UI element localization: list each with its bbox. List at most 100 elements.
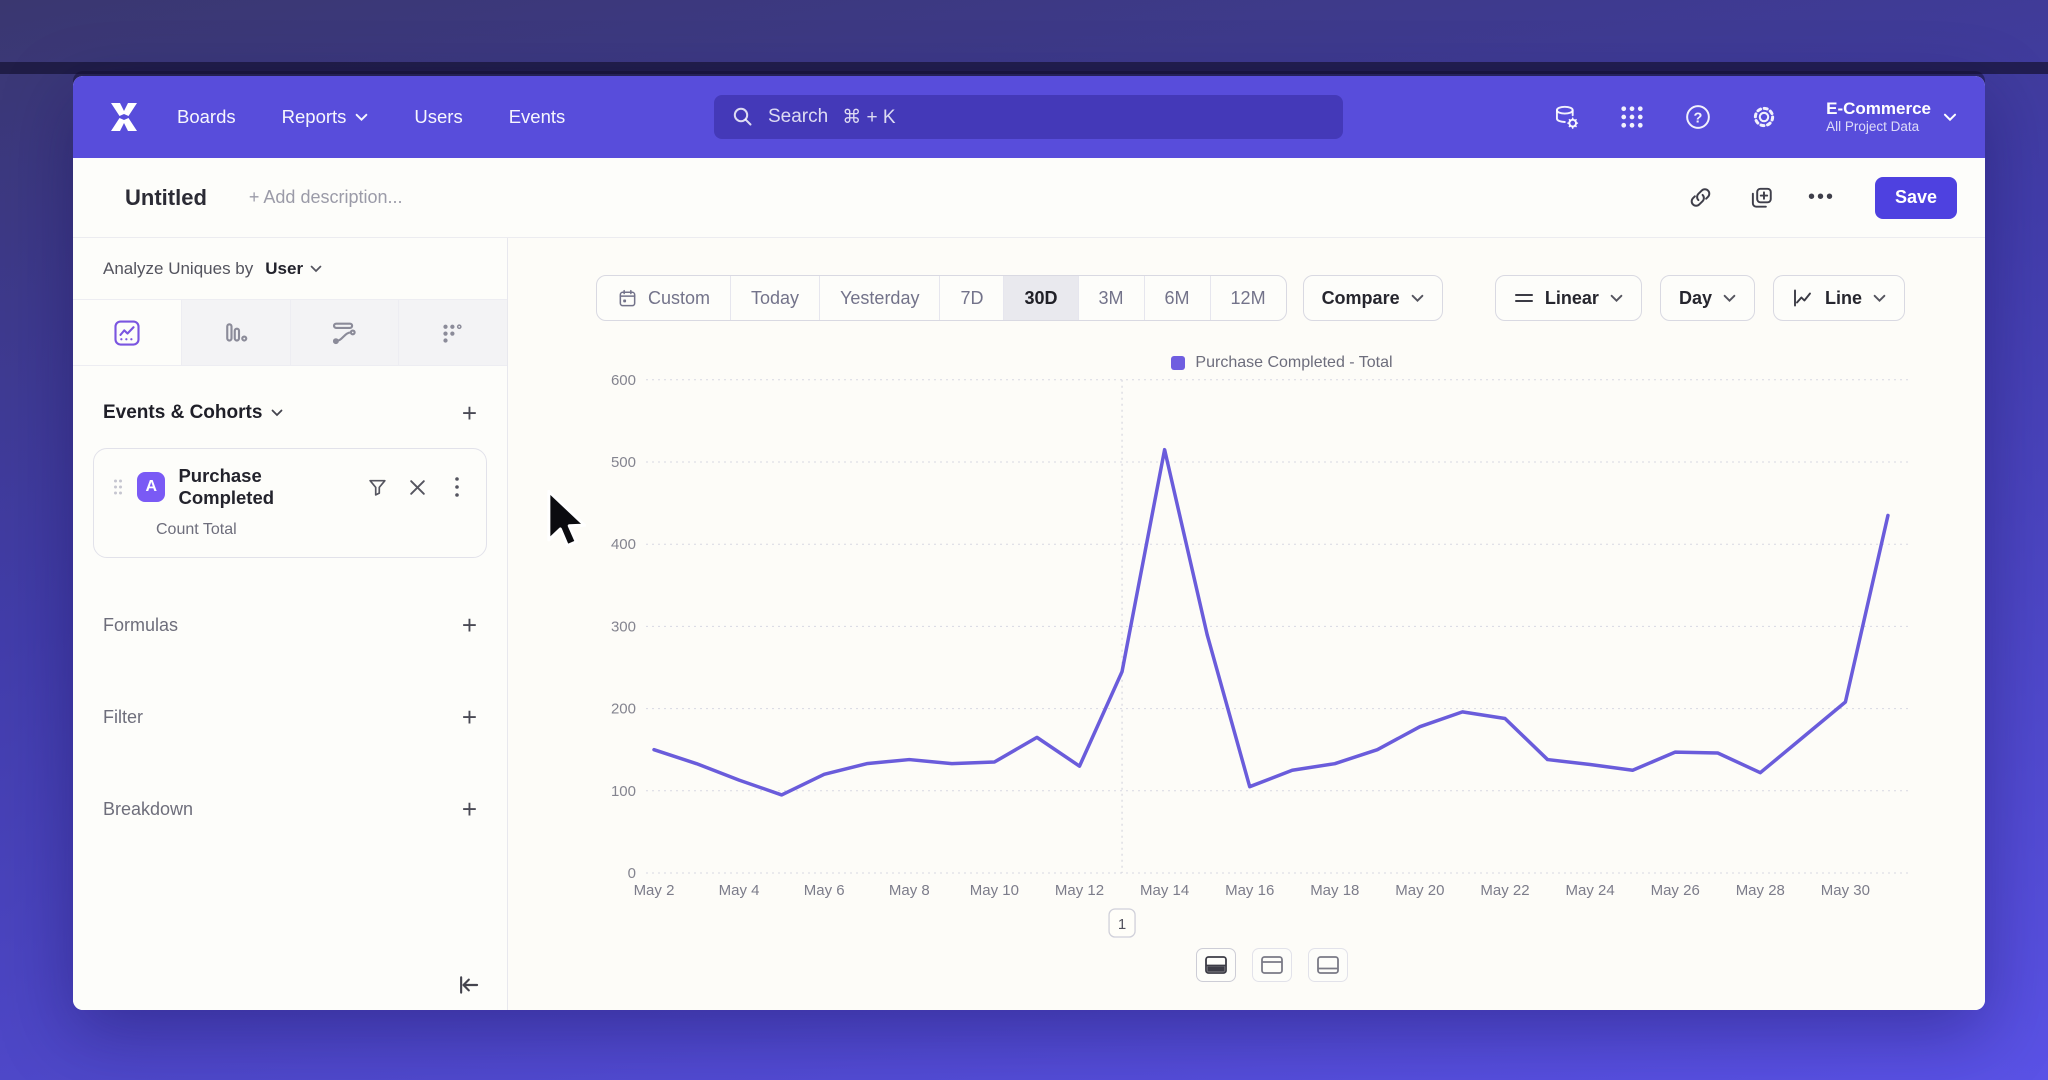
range-custom[interactable]: Custom bbox=[597, 276, 732, 320]
interval-dropdown[interactable]: Day bbox=[1659, 275, 1755, 321]
add-filter-button[interactable]: + bbox=[461, 702, 477, 732]
title-actions: ••• Save bbox=[1688, 176, 1957, 219]
settings-gear-icon[interactable] bbox=[1750, 103, 1778, 131]
share-link-icon[interactable] bbox=[1688, 185, 1714, 211]
events-cohorts-toggle[interactable]: Events & Cohorts bbox=[103, 402, 283, 424]
save-button[interactable]: Save bbox=[1875, 176, 1957, 219]
tab-bar-chart[interactable] bbox=[181, 300, 291, 365]
range-custom-label: Custom bbox=[648, 287, 711, 308]
annotation-badge-label: 1 bbox=[1118, 916, 1126, 933]
analyze-entity-dropdown[interactable]: User bbox=[265, 259, 322, 279]
mixpanel-logo-icon[interactable] bbox=[101, 97, 147, 137]
help-icon[interactable]: ? bbox=[1684, 103, 1712, 131]
app-window: Boards Reports Users Events Search ⌘ + K bbox=[73, 76, 1985, 1010]
tab-retention-chart[interactable] bbox=[399, 300, 507, 365]
add-formula-button[interactable]: + bbox=[461, 610, 477, 640]
series-line bbox=[652, 447, 1890, 797]
collapse-sidebar-icon[interactable] bbox=[457, 972, 483, 998]
line-chart-tab-icon bbox=[114, 319, 140, 346]
apps-grid-icon[interactable] bbox=[1618, 103, 1646, 131]
filter-funnel-icon[interactable] bbox=[366, 476, 388, 498]
add-breakdown-button[interactable]: + bbox=[461, 794, 477, 824]
x-tick-label: May 14 bbox=[1140, 882, 1189, 899]
flows-tab-icon bbox=[333, 322, 357, 344]
layout-bottom-bar-icon[interactable] bbox=[1308, 948, 1348, 982]
project-scope: All Project Data bbox=[1826, 119, 1920, 135]
project-name: E-Commerce bbox=[1826, 98, 1931, 118]
x-tick-label: May 8 bbox=[889, 882, 930, 899]
nav-reports[interactable]: Reports bbox=[282, 106, 369, 128]
nav-events-label: Events bbox=[508, 106, 566, 127]
analyze-entity-value: User bbox=[265, 258, 304, 278]
kebab-menu-icon[interactable] bbox=[446, 476, 468, 498]
range-12m[interactable]: 12M bbox=[1211, 276, 1286, 320]
chart-style-label: Line bbox=[1824, 287, 1862, 308]
nav-boards[interactable]: Boards bbox=[177, 106, 236, 128]
range-6m[interactable]: 6M bbox=[1145, 276, 1211, 320]
chart-legend[interactable]: Purchase Completed - Total bbox=[654, 354, 1910, 372]
range-7d[interactable]: 7D bbox=[940, 276, 1005, 320]
filter-section: Filter + bbox=[73, 704, 507, 730]
range-yesterday-label: Yesterday bbox=[840, 287, 920, 308]
query-sidebar: Analyze Uniques by User bbox=[73, 238, 508, 1010]
nav-boards-label: Boards bbox=[177, 106, 236, 127]
chart-style-dropdown[interactable]: Line bbox=[1772, 275, 1905, 321]
x-tick-label: May 20 bbox=[1395, 882, 1444, 899]
x-tick-label: May 2 bbox=[634, 882, 675, 899]
report-title[interactable]: Untitled bbox=[125, 184, 207, 210]
layout-split-bottom-icon[interactable] bbox=[1196, 948, 1236, 982]
event-card[interactable]: A Purchase Completed Count T bbox=[93, 448, 487, 558]
y-tick-label: 300 bbox=[611, 618, 636, 635]
date-range-group: Custom Today Yesterday 7D 30D 3M 6M 12M bbox=[596, 275, 1287, 321]
annotation-badge[interactable] bbox=[1108, 908, 1136, 938]
range-6m-label: 6M bbox=[1164, 287, 1190, 308]
events-cohorts-header: Events & Cohorts + bbox=[73, 400, 507, 426]
bar-chart-tab-icon bbox=[225, 322, 247, 342]
data-management-icon[interactable] bbox=[1552, 103, 1580, 131]
range-3m[interactable]: 3M bbox=[1079, 276, 1145, 320]
layout-top-bar-icon[interactable] bbox=[1252, 948, 1292, 982]
range-yesterday[interactable]: Yesterday bbox=[820, 276, 941, 320]
search-shortcut: ⌘ + K bbox=[842, 106, 896, 128]
chart-toolbar: Custom Today Yesterday 7D 30D 3M 6M 12M … bbox=[596, 275, 1905, 321]
chevron-down-icon bbox=[1610, 294, 1623, 302]
range-30d[interactable]: 30D bbox=[1004, 276, 1079, 320]
breakdown-section: Breakdown + bbox=[73, 796, 507, 822]
chart-panel: Custom Today Yesterday 7D 30D 3M 6M 12M … bbox=[508, 238, 1985, 1010]
layout-toggles bbox=[1196, 948, 1348, 982]
chevron-down-icon bbox=[1943, 113, 1957, 121]
tab-flows-chart[interactable] bbox=[290, 300, 400, 365]
range-today[interactable]: Today bbox=[731, 276, 821, 320]
search-input[interactable]: Search ⌘ + K bbox=[714, 95, 1343, 139]
add-description-field[interactable]: + Add description... bbox=[248, 187, 403, 207]
range-30d-label: 30D bbox=[1024, 287, 1058, 308]
event-name[interactable]: Purchase Completed bbox=[178, 465, 275, 508]
interval-label: Day bbox=[1678, 287, 1712, 308]
top-nav: Boards Reports Users Events Search ⌘ + K bbox=[73, 76, 1985, 158]
event-metric-dropdown[interactable]: Count Total bbox=[156, 521, 237, 538]
drag-handle-icon[interactable] bbox=[112, 477, 124, 497]
duplicate-icon[interactable] bbox=[1748, 185, 1774, 211]
x-tick-label: May 16 bbox=[1225, 882, 1274, 899]
add-event-button[interactable]: + bbox=[461, 398, 477, 428]
nav-reports-label: Reports bbox=[281, 106, 347, 127]
x-tick-label: May 24 bbox=[1565, 882, 1614, 899]
linear-scale-icon bbox=[1514, 294, 1533, 302]
x-tick-label: May 12 bbox=[1055, 882, 1104, 899]
formulas-label: Formulas bbox=[103, 614, 179, 635]
tab-line-chart[interactable] bbox=[73, 300, 182, 365]
y-tick-label: 400 bbox=[611, 536, 636, 553]
compare-button[interactable]: Compare bbox=[1302, 275, 1443, 321]
more-options-button[interactable]: ••• bbox=[1807, 186, 1835, 208]
y-tick-label: 600 bbox=[611, 372, 636, 389]
breakdown-label: Breakdown bbox=[103, 798, 194, 819]
remove-event-icon[interactable] bbox=[406, 476, 428, 498]
scale-dropdown[interactable]: Linear bbox=[1494, 275, 1642, 321]
range-12m-label: 12M bbox=[1230, 287, 1266, 308]
project-selector[interactable]: E-Commerce All Project Data bbox=[1826, 98, 1957, 136]
event-card-actions bbox=[366, 476, 468, 498]
nav-users[interactable]: Users bbox=[414, 106, 462, 128]
chevron-down-icon bbox=[1723, 294, 1736, 302]
retention-tab-icon bbox=[443, 323, 462, 343]
nav-events[interactable]: Events bbox=[509, 106, 566, 128]
